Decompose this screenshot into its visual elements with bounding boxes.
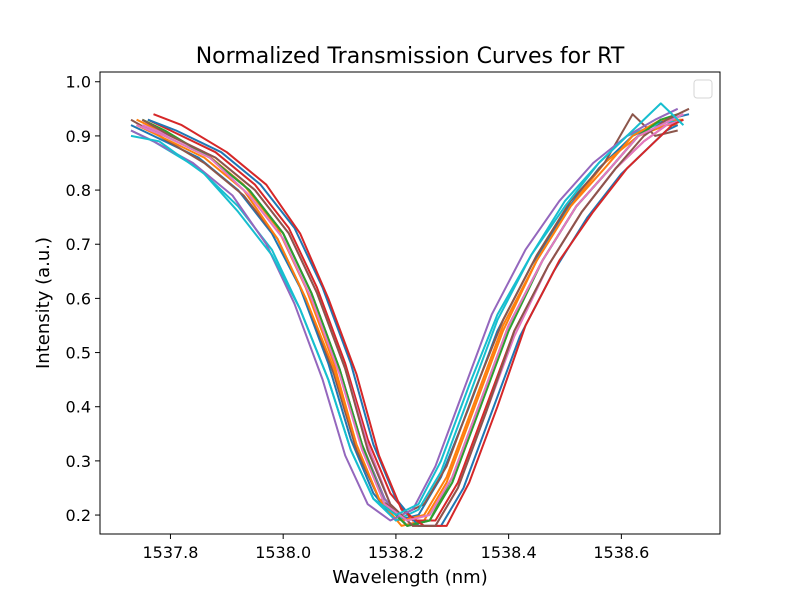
series-line-14 [141, 107, 690, 527]
legend [693, 79, 713, 99]
y-tick-label: 0.6 [66, 289, 91, 308]
y-tick-label: 0.9 [66, 127, 91, 146]
x-tick-label: 1538.6 [593, 543, 649, 562]
x-tick-label: 1538.2 [368, 543, 424, 562]
y-tick-label: 0.2 [66, 506, 91, 525]
y-tick-label: 0.5 [66, 344, 91, 363]
x-axis: 1537.8 1538.0 1538.2 1538.4 1538.6 [142, 534, 649, 562]
x-tick-label: 1538.0 [255, 543, 311, 562]
y-axis: 0.2 0.3 0.4 0.5 0.6 0.7 0.8 0.9 1.0 [66, 73, 100, 525]
y-axis-label: Intensity (a.u.) [33, 237, 54, 369]
x-tick-label: 1537.8 [142, 543, 198, 562]
chart-title: Normalized Transmission Curves for RT [196, 44, 625, 69]
x-axis-label: Wavelength (nm) [332, 567, 488, 588]
y-tick-label: 0.7 [66, 235, 91, 254]
legend-frame [693, 79, 713, 99]
y-tick-label: 0.3 [66, 452, 91, 471]
y-tick-label: 1.0 [66, 73, 91, 92]
series-line-16 [130, 102, 685, 516]
series-layer [130, 102, 690, 527]
y-tick-label: 0.4 [66, 398, 91, 417]
x-tick-label: 1538.4 [481, 543, 537, 562]
series-line-15 [136, 113, 684, 522]
plot-frame [99, 71, 721, 535]
y-tick-label: 0.8 [66, 181, 91, 200]
